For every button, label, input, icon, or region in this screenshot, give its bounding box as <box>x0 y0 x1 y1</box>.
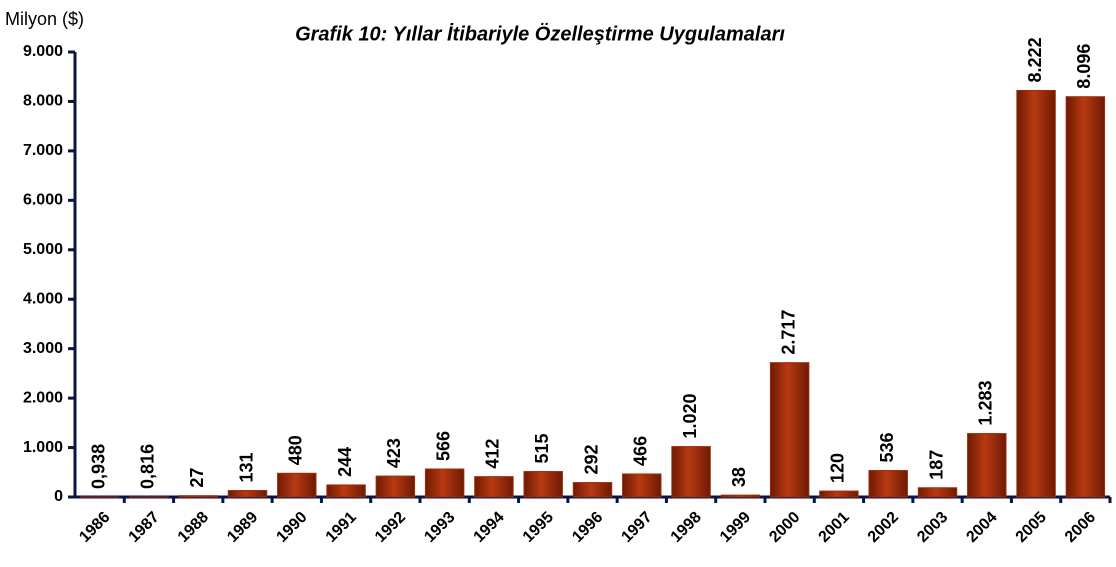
bar <box>277 472 317 498</box>
y-tick-label: 8.000 <box>23 93 63 110</box>
bar <box>967 433 1007 498</box>
value-label: 120 <box>828 453 848 483</box>
chart-title: Grafik 10: Yıllar İtibariyle Özelleştirm… <box>295 22 785 45</box>
y-tick-label: 6.000 <box>23 192 63 209</box>
bar <box>474 476 514 498</box>
value-label: 1.283 <box>976 381 996 426</box>
y-tick-label: 1.000 <box>23 439 63 456</box>
bar <box>375 475 416 498</box>
y-tick-label: 7.000 <box>23 142 63 159</box>
bar <box>819 490 859 498</box>
x-tick-label: 1989 <box>224 509 261 546</box>
bar <box>917 487 958 498</box>
value-label: 412 <box>483 439 503 469</box>
x-tick-label: 1999 <box>717 509 754 546</box>
x-tick-label: 2000 <box>766 509 803 546</box>
value-label: 292 <box>581 445 601 475</box>
value-label: 466 <box>631 436 651 466</box>
x-tick-label: 1998 <box>668 509 705 546</box>
value-label: 38 <box>729 467 749 487</box>
bar <box>178 495 218 498</box>
x-tick-label: 2005 <box>1013 509 1050 546</box>
y-tick-label: 5.000 <box>23 241 63 258</box>
value-label: 244 <box>335 447 355 477</box>
y-tick-label: 0 <box>54 488 63 505</box>
value-label: 0,816 <box>138 444 158 489</box>
x-tick-label: 2006 <box>1062 509 1099 546</box>
bar <box>227 490 268 498</box>
bar <box>868 469 908 498</box>
value-label: 187 <box>926 450 946 480</box>
x-tick-label: 1995 <box>520 509 557 546</box>
value-label: 0,938 <box>88 444 108 489</box>
x-tick-label: 2004 <box>963 509 1000 546</box>
value-label: 423 <box>384 438 404 468</box>
bar <box>1065 96 1106 498</box>
x-tick-label: 2001 <box>816 509 853 546</box>
y-axis-label: Milyon ($) <box>5 9 84 29</box>
x-tick-label: 1994 <box>471 509 508 546</box>
value-label: 27 <box>187 468 207 488</box>
x-tick-label: 1988 <box>175 509 212 546</box>
bar <box>671 446 711 498</box>
value-label: 1.020 <box>680 394 700 439</box>
y-tick-label: 9.000 <box>23 43 63 60</box>
bar <box>424 468 465 498</box>
value-label: 515 <box>532 433 552 463</box>
x-tick-label: 1990 <box>273 509 310 546</box>
bar <box>326 484 366 498</box>
x-tick-label: 1992 <box>372 509 409 546</box>
y-tick-label: 2.000 <box>23 389 63 406</box>
value-label: 8.222 <box>1025 37 1045 82</box>
value-label: 8.096 <box>1074 44 1094 89</box>
bar <box>769 362 810 498</box>
x-tick-label: 1993 <box>421 509 458 546</box>
value-label: 566 <box>433 431 453 461</box>
bar <box>1016 89 1056 498</box>
value-label: 480 <box>286 435 306 465</box>
y-tick-label: 3.000 <box>23 340 63 357</box>
x-tick-label: 2003 <box>914 509 951 546</box>
value-label: 131 <box>236 452 256 482</box>
x-tick-label: 2002 <box>865 509 902 546</box>
x-tick-label: 1986 <box>76 509 113 546</box>
y-tick-label: 4.000 <box>23 290 63 307</box>
bar <box>622 473 662 498</box>
x-tick-label: 1996 <box>569 509 606 546</box>
bar <box>523 471 563 498</box>
bar <box>720 494 761 498</box>
x-tick-label: 1991 <box>323 509 360 546</box>
x-tick-label: 1997 <box>618 509 655 546</box>
x-tick-label: 1987 <box>126 509 163 546</box>
value-label: 2.717 <box>778 310 798 355</box>
value-label: 536 <box>877 432 897 462</box>
bar <box>572 482 613 498</box>
